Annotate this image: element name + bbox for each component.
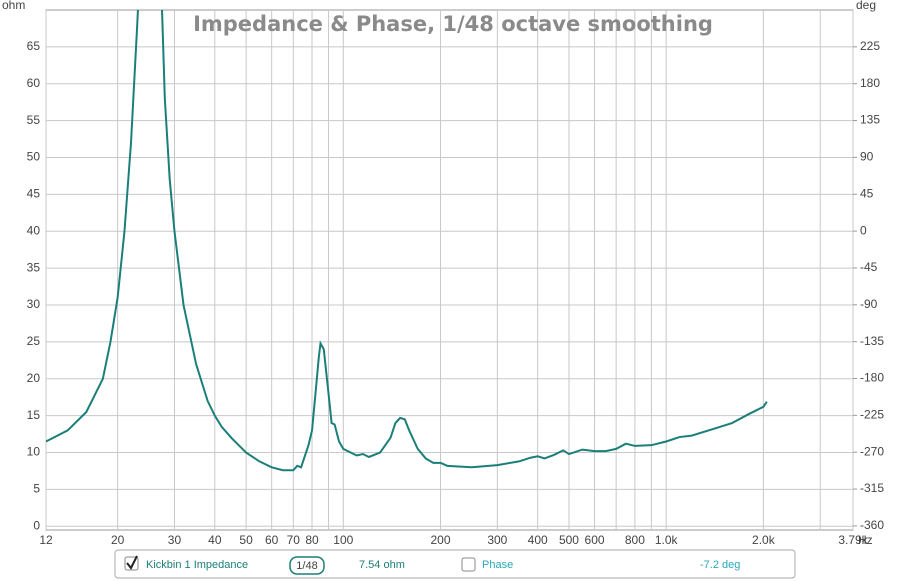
y2-tick-label: -270 bbox=[860, 444, 884, 458]
x-tick-label: 30 bbox=[168, 533, 182, 547]
cursor-value: 7.54 ohm bbox=[359, 559, 405, 571]
y-tick-label: 20 bbox=[27, 371, 41, 385]
legend-entry: Kickbin 1 Impedance bbox=[146, 559, 248, 571]
legend-box bbox=[114, 549, 796, 579]
x-tick-label: 20 bbox=[111, 533, 125, 547]
smoothing-selector[interactable] bbox=[289, 556, 325, 575]
y2-tick-label: -135 bbox=[860, 334, 884, 348]
y-tick-label: 35 bbox=[27, 260, 41, 274]
x-tick-label: 12 bbox=[39, 533, 53, 547]
legend: Kickbin 1 Impedance 1/48 7.54 ohm Phase … bbox=[114, 549, 796, 579]
y2-tick-label: 180 bbox=[860, 76, 880, 90]
y-tick-label: 55 bbox=[27, 113, 41, 127]
y2-tick-label: 0 bbox=[860, 223, 867, 237]
y2-tick-label: 135 bbox=[860, 113, 880, 127]
y2-tick-label: 90 bbox=[860, 150, 874, 164]
x-tick-label: 1.0k bbox=[655, 533, 679, 547]
x-tick-label: 800 bbox=[625, 533, 645, 547]
x-tick-label: 80 bbox=[305, 533, 319, 547]
legend-entry: Phase bbox=[482, 559, 513, 571]
x-tick-label: 2.0k bbox=[752, 533, 776, 547]
y-tick-label: 30 bbox=[27, 297, 41, 311]
x-tick-label: 3.79k bbox=[838, 533, 868, 547]
smoothing-label: 1/48 bbox=[296, 560, 317, 572]
y2-tick-label: 225 bbox=[860, 39, 880, 53]
y2-tick-label: -180 bbox=[860, 371, 884, 385]
x-tick-label: 300 bbox=[487, 533, 507, 547]
y-tick-label: 5 bbox=[33, 482, 40, 496]
x-tick-label: 50 bbox=[239, 533, 253, 547]
x-axis-label: Hz bbox=[858, 533, 873, 547]
x-tick-label: 100 bbox=[333, 533, 353, 547]
y2-tick-label: -90 bbox=[860, 297, 878, 311]
y2-tick-label: -360 bbox=[860, 518, 884, 532]
checkbox[interactable] bbox=[461, 557, 476, 572]
plot-area bbox=[45, 9, 854, 531]
x-tick-label: 400 bbox=[528, 533, 548, 547]
y2-tick-label: -225 bbox=[860, 408, 884, 422]
y-tick-label: 65 bbox=[27, 39, 41, 53]
y-tick-label: 60 bbox=[27, 76, 41, 90]
y2-tick-label: -45 bbox=[860, 260, 878, 274]
y-tick-label: 45 bbox=[27, 187, 41, 201]
x-tick-label: 40 bbox=[208, 533, 222, 547]
x-tick-label: 70 bbox=[287, 533, 301, 547]
y-axis-label: ohm bbox=[2, 0, 25, 12]
y2-axis-label: deg bbox=[856, 0, 876, 12]
phase-value: -7.2 deg bbox=[700, 559, 740, 571]
impedance-line bbox=[46, 10, 768, 472]
check-mark bbox=[126, 555, 138, 570]
y-tick-label: 25 bbox=[27, 334, 41, 348]
x-tick-label: 60 bbox=[265, 533, 279, 547]
x-tick-label: 500 bbox=[559, 533, 579, 547]
y-tick-label: 10 bbox=[27, 445, 41, 459]
x-tick-label: 200 bbox=[430, 533, 450, 547]
y-tick-label: 15 bbox=[27, 408, 41, 422]
y-tick-label: 0 bbox=[33, 518, 40, 532]
grid bbox=[45, 10, 854, 530]
chart-title: Impedance & Phase, 1/48 octave smoothing bbox=[193, 12, 713, 36]
y-tick-label: 50 bbox=[27, 150, 41, 164]
y-tick-label: 40 bbox=[27, 223, 41, 237]
y2-tick-label: 45 bbox=[860, 186, 874, 200]
x-tick-label: 600 bbox=[585, 533, 605, 547]
y2-tick-label: -315 bbox=[860, 481, 884, 495]
